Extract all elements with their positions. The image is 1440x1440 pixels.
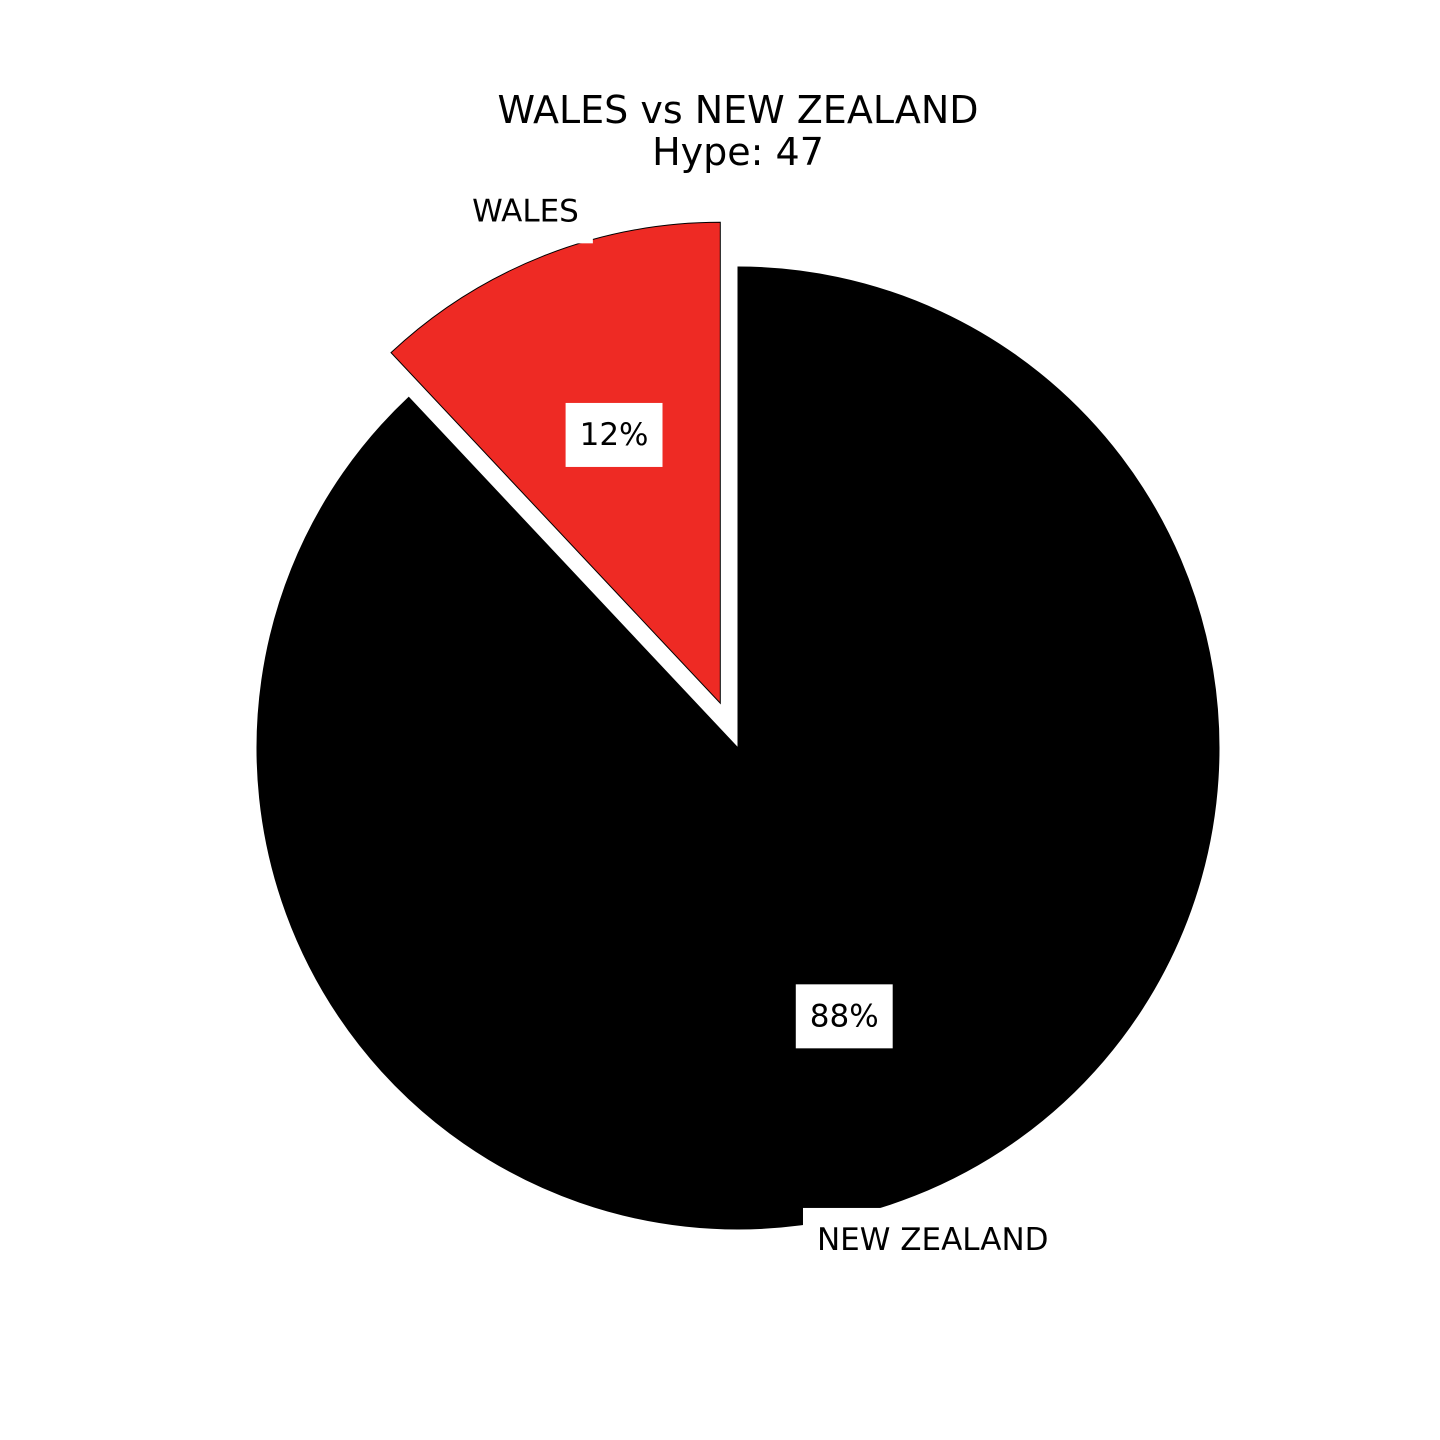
slice-percent-wales-box <box>565 402 663 467</box>
slice-label-new-zealand-group: NEW ZEALAND <box>802 1207 1063 1272</box>
pie-slices <box>256 221 1220 1230</box>
slice-percent-new-zealand-box <box>795 984 893 1049</box>
slice-label-new-zealand: NEW ZEALAND <box>817 1222 1049 1258</box>
slice-percent-wales-group: 12% <box>565 402 663 467</box>
slice-label-wales: WALES <box>472 193 579 229</box>
slice-percent-wales: 12% <box>580 417 649 453</box>
slice-label-wales-group: WALES <box>458 179 593 244</box>
chart-subtitle: Hype: 47 <box>652 130 824 174</box>
slice-label-new-zealand-box <box>802 1207 1063 1272</box>
pie-slice-new-zealand <box>256 266 1220 1230</box>
slice-percent-new-zealand-group: 88% <box>795 984 893 1049</box>
pie-labels: WALES 12% NEW ZEALAND 88% <box>458 179 1063 1272</box>
chart-title: WALES vs NEW ZEALAND <box>497 88 978 132</box>
slice-label-wales-box <box>458 179 593 244</box>
pie-slice-wales <box>390 221 721 705</box>
slice-percent-new-zealand: 88% <box>810 998 879 1034</box>
